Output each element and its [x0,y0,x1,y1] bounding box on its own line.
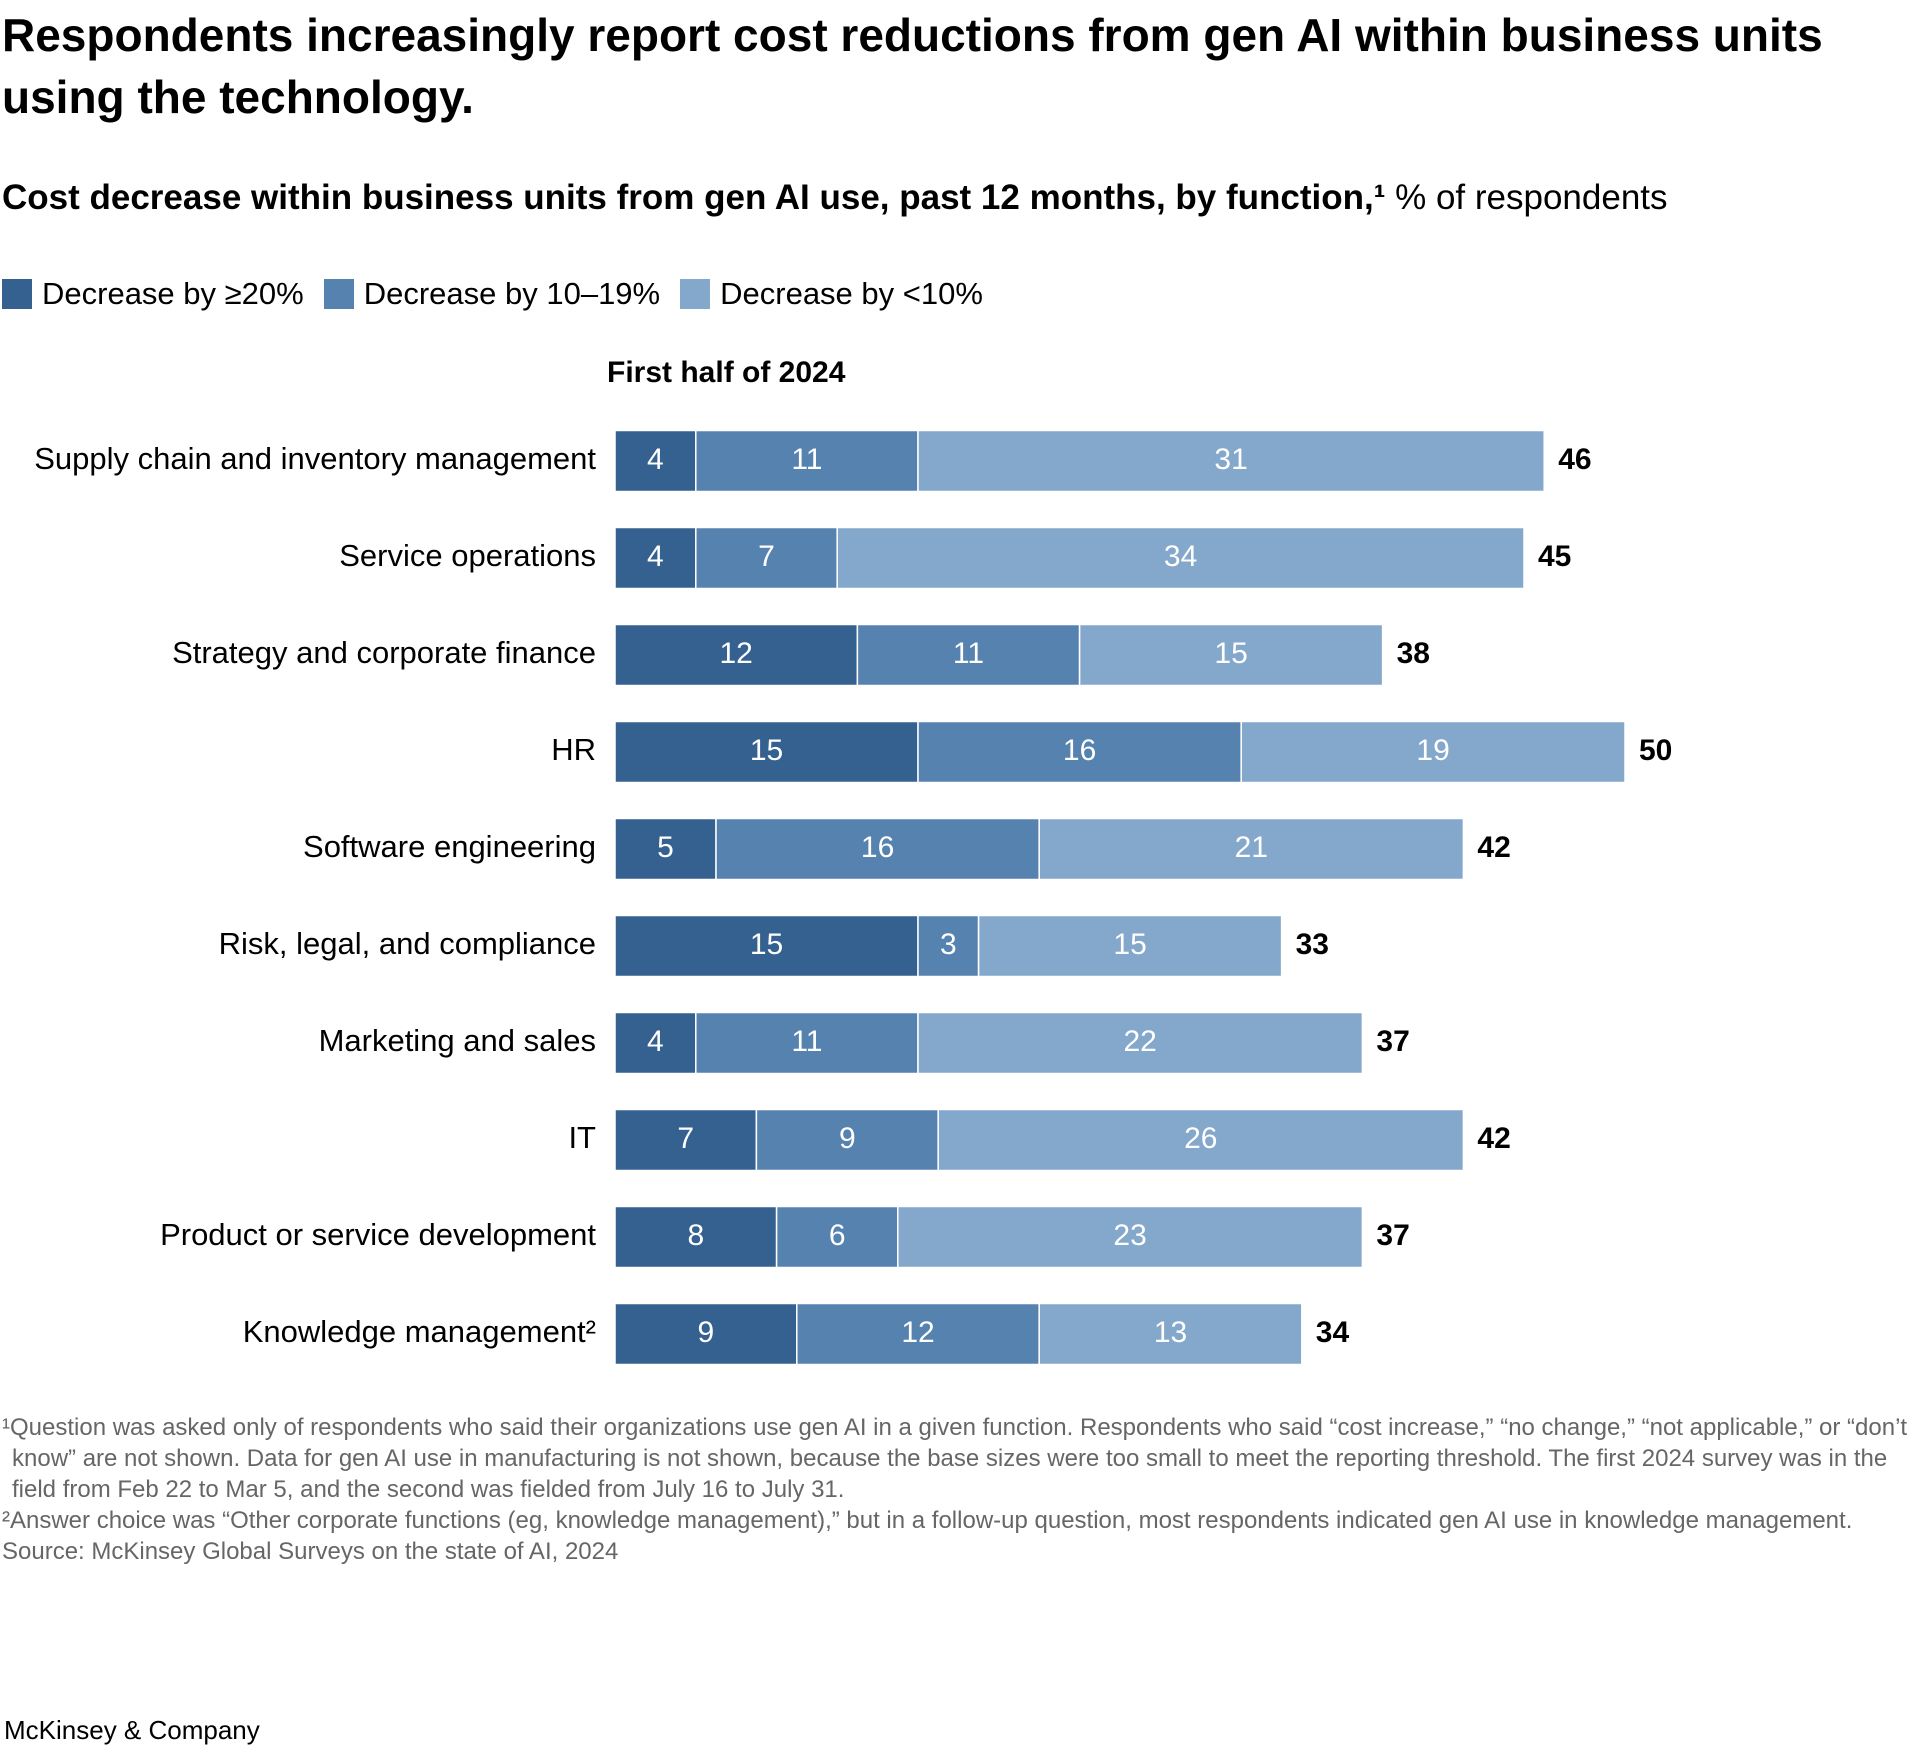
bar-segment [614,914,919,978]
bar-segment [614,720,919,784]
title: Respondents increasingly report cost red… [2,9,1823,123]
legend-label: Decrease by ≥20% [42,276,304,311]
total-label: 34 [1316,1316,1350,1349]
category-label: Knowledge management² [243,1314,596,1349]
value-label: 11 [791,1025,822,1058]
footnotes: ¹Question was asked only of respondents … [2,1412,1914,1567]
legend-item: Decrease by 10–19% [323,276,661,312]
value-label: 15 [1113,928,1146,961]
bar-segment [715,817,1040,881]
bar-segment [1240,720,1626,784]
value-label: 31 [1214,443,1247,476]
category-label: Service operations [339,538,596,573]
bar-segment [614,817,717,881]
source: Source: McKinsey Global Surveys on the s… [2,1538,619,1565]
subtitle: Cost decrease within business units from… [2,176,1912,220]
bar-segment [917,914,980,978]
bar-segment [755,1108,939,1172]
brand: McKinsey & Company [4,1715,260,1745]
bar-segment [614,1011,697,1075]
bar-segment [614,1108,758,1172]
value-label: 4 [647,443,664,476]
legend-swatch [680,279,711,309]
total-label: 37 [1376,1025,1409,1058]
total-label: 42 [1477,831,1510,864]
bar-segment [614,429,697,493]
value-label: 15 [750,734,783,767]
bar-segment [1078,623,1384,687]
value-label: 21 [1235,831,1268,864]
bar-segment [695,1011,919,1075]
bar-segment [614,1205,778,1269]
legend-label: Decrease by 10–19% [363,276,661,311]
value-label: 7 [758,540,775,573]
value-label: 22 [1124,1025,1157,1058]
value-label: 15 [1214,637,1247,670]
bar-segment [917,1011,1364,1075]
value-label: 16 [861,831,894,864]
bar-segment [856,623,1081,687]
total-label: 46 [1558,443,1591,476]
value-label: 4 [647,1025,664,1058]
legend-swatch [2,279,32,309]
value-label: 12 [720,637,753,670]
category-label: Supply chain and inventory management [34,441,596,476]
value-label: 26 [1184,1122,1217,1155]
bar-segment [937,1108,1465,1172]
legend-swatch [323,279,354,309]
bar-segment [977,914,1283,978]
value-label: 4 [647,540,664,573]
value-label: 16 [1063,734,1096,767]
value-label: 3 [940,928,957,961]
footnote: ²Answer choice was “Other corporate func… [2,1507,1853,1534]
value-label: 23 [1113,1219,1146,1252]
value-label: 8 [687,1219,704,1252]
bar-segment [614,1302,798,1366]
chart: First half of 2024 Supply chain and inve… [34,356,1672,1366]
bar-segment [836,526,1525,590]
bar-segment [614,623,859,687]
bar-segment [897,1205,1364,1269]
legend: Decrease by ≥20% Decrease by 10–19% Decrea… [2,276,983,312]
legend-label: Decrease by <10% [720,276,983,311]
footnote: ¹Question was asked only of respondents … [2,1414,1908,1503]
value-label: 11 [791,443,822,476]
value-label: 6 [829,1219,846,1252]
panel-title: First half of 2024 [607,356,846,389]
value-label: 34 [1164,540,1197,573]
value-label: 9 [839,1122,856,1155]
value-label: 7 [677,1122,694,1155]
legend-item: Decrease by ≥20% [2,276,304,312]
subtitle-text: Cost decrease within business units from… [2,178,1386,217]
value-label: 9 [698,1316,715,1349]
bar-segment [796,1302,1040,1366]
value-label: 12 [901,1316,934,1349]
value-label: 13 [1154,1316,1187,1349]
category-label: Risk, legal, and compliance [219,926,596,961]
category-label: IT [568,1120,596,1155]
bar-segment [1038,817,1465,881]
total-label: 38 [1397,637,1430,670]
total-label: 37 [1376,1219,1409,1252]
total-label: 45 [1538,540,1571,573]
value-label: 15 [750,928,783,961]
total-label: 33 [1296,928,1329,961]
value-label: 19 [1416,734,1449,767]
category-label: Strategy and corporate finance [172,635,596,670]
category-label: Product or service development [160,1217,596,1252]
category-label: Marketing and sales [319,1023,596,1058]
bar-segment [917,429,1545,493]
value-label: 5 [657,831,674,864]
bar-segment [1038,1302,1303,1366]
total-label: 42 [1477,1122,1510,1155]
bar-segment [695,429,919,493]
category-label: Software engineering [303,829,596,864]
bar-segment [695,526,838,590]
total-label: 50 [1639,734,1672,767]
value-label: 11 [953,637,984,670]
legend-item: Decrease by <10% [680,276,983,312]
category-label: HR [551,732,596,767]
unit: % of respondents [1395,178,1668,217]
